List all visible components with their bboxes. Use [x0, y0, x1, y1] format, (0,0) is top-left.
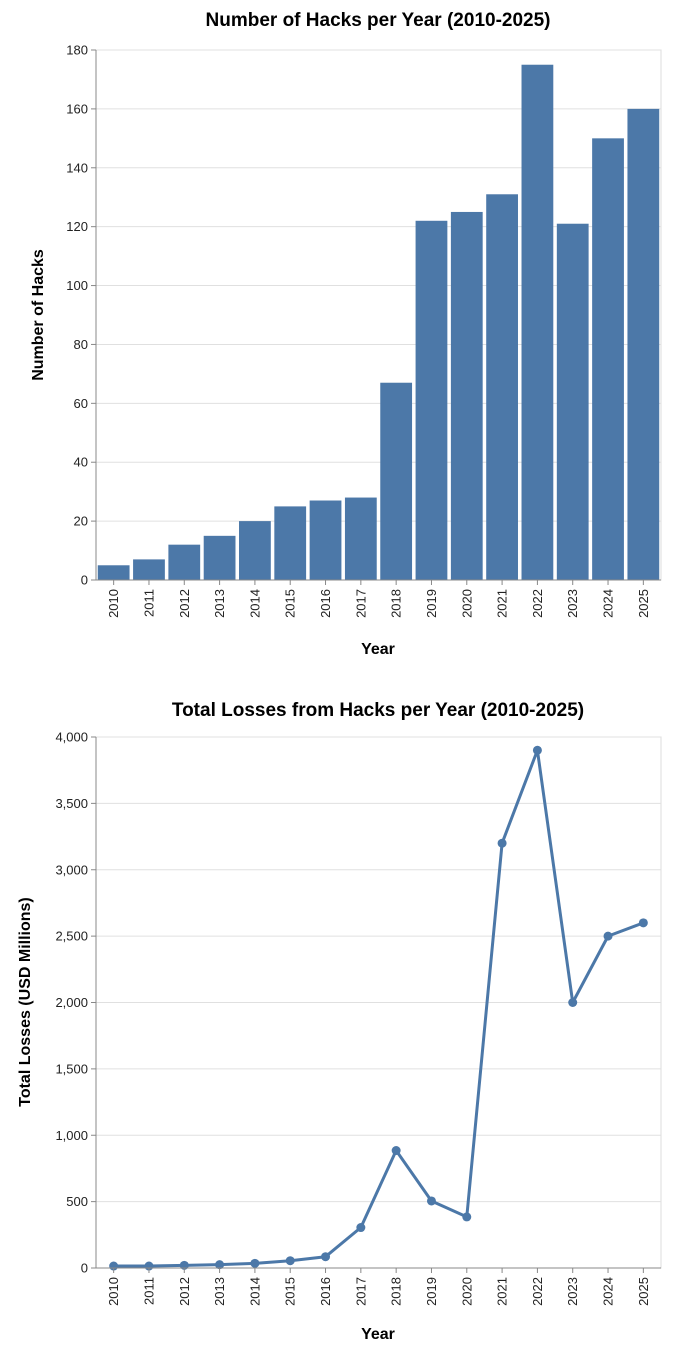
- line-chart-x-tick-label: 2024: [601, 1277, 616, 1306]
- losses-series-line: [113, 748, 644, 1268]
- bar-chart-x-tick-label: 2021: [495, 589, 510, 618]
- line-chart-x-tick-label: 2025: [636, 1277, 651, 1306]
- bar-2012: [168, 544, 201, 580]
- point-2016: [321, 1252, 331, 1262]
- line-chart-y-tick-label: 4,000: [55, 730, 88, 745]
- line-chart-y-tick-label: 1,000: [55, 1128, 88, 1143]
- line-chart-x-tick-label: 2011: [141, 1277, 156, 1305]
- bar-2014: [239, 521, 271, 580]
- bar-chart-x-tick-label: 2020: [459, 589, 474, 618]
- bar-chart-x-tick-label: 2017: [353, 589, 368, 618]
- bar-chart-x-tick-label: 2019: [424, 589, 439, 618]
- line-chart-x-tick-label: 2012: [177, 1277, 192, 1306]
- line-chart-x-tick-label: 2019: [424, 1277, 439, 1306]
- bar-2025: [627, 108, 660, 580]
- point-2021: [497, 838, 507, 848]
- line-chart-y-tick-label: 0: [81, 1261, 88, 1276]
- line-chart-y-tick-label: 500: [66, 1194, 88, 1209]
- bar-chart-y-axis-title: Number of Hacks: [30, 249, 47, 381]
- bar-2018: [380, 382, 413, 580]
- bar-chart-x-tick-label: 2013: [212, 589, 227, 618]
- bar-2023: [556, 223, 589, 580]
- line-chart-x-tick-label: 2017: [353, 1277, 368, 1306]
- line-chart-x-tick-label: 2013: [212, 1277, 227, 1306]
- bar-chart-x-tick-label: 2024: [601, 589, 616, 618]
- bar-chart-y-tick-label: 160: [66, 101, 88, 116]
- bar-chart-x-tick-label: 2012: [177, 589, 192, 618]
- bar-2015: [274, 506, 307, 580]
- point-2025: [638, 918, 648, 928]
- line-chart-y-tick-label: 3,500: [55, 796, 88, 811]
- bar-chart-y-tick-label: 40: [74, 455, 88, 470]
- bar-chart-x-tick-label: 2023: [565, 589, 580, 618]
- line-chart-x-tick-label: 2022: [530, 1277, 545, 1306]
- point-2015: [285, 1256, 295, 1266]
- bar-2024: [592, 138, 624, 581]
- line-chart-title: Total Losses from Hacks per Year (2010-2…: [172, 700, 584, 721]
- bar-chart-y-tick-label: 100: [66, 278, 88, 293]
- bar-2021: [486, 194, 518, 580]
- point-2017: [356, 1223, 366, 1233]
- bar-2011: [133, 559, 165, 580]
- point-2018: [391, 1146, 401, 1156]
- line-chart-y-tick-label: 1,500: [55, 1061, 88, 1076]
- line-chart-y-tick-label: 2,000: [55, 995, 88, 1010]
- hacks-per-year-bar-chart: Number of Hacks per Year (2010-2025) Num…: [30, 10, 662, 658]
- bar-chart-x-tick-label: 2015: [283, 589, 298, 618]
- bar-chart-title: Number of Hacks per Year (2010-2025): [206, 10, 551, 31]
- line-chart-x-tick-label: 2020: [459, 1277, 474, 1306]
- bar-2017: [344, 497, 377, 580]
- line-chart-x-tick-label: 2018: [389, 1277, 404, 1306]
- bar-chart-x-tick-label: 2016: [318, 589, 333, 618]
- bar-chart-x-tick-label: 2018: [389, 589, 404, 618]
- point-2022: [532, 745, 542, 755]
- bar-chart-x-axis-title: Year: [361, 641, 395, 658]
- line-chart-y-axis-title: Total Losses (USD Millions): [17, 897, 34, 1107]
- bar-2010: [97, 565, 130, 580]
- line-chart-x-tick-label: 2016: [318, 1277, 333, 1306]
- line-chart-x-tick-label: 2015: [283, 1277, 298, 1306]
- point-2020: [462, 1212, 472, 1222]
- bar-2022: [521, 64, 554, 580]
- bar-chart-x-tick-label: 2014: [247, 589, 262, 618]
- bar-chart-y-tick-label: 140: [66, 160, 88, 175]
- bar-2016: [309, 500, 342, 580]
- line-chart-x-tick-label: 2023: [565, 1277, 580, 1306]
- losses-per-year-line-chart: Total Losses from Hacks per Year (2010-2…: [17, 700, 662, 1343]
- line-chart-x-axis-title: Year: [361, 1326, 395, 1343]
- point-2023: [568, 998, 578, 1007]
- point-2019: [426, 1196, 436, 1206]
- bar-chart-y-tick-label: 120: [66, 219, 88, 234]
- point-2024: [603, 931, 613, 941]
- bar-chart-y-tick-label: 20: [74, 514, 88, 529]
- point-2013: [215, 1260, 225, 1270]
- line-chart-y-tick-label: 2,500: [55, 929, 88, 944]
- line-chart-x-tick-label: 2014: [247, 1277, 262, 1306]
- bar-chart-x-tick-label: 2011: [141, 589, 156, 617]
- line-chart-x-tick-label: 2010: [106, 1277, 121, 1306]
- point-2014: [250, 1258, 260, 1268]
- bar-chart-y-tick-label: 60: [74, 396, 88, 411]
- bar-chart-x-tick-label: 2010: [106, 589, 121, 618]
- bar-2013: [203, 535, 236, 580]
- bar-chart-y-tick-label: 180: [66, 43, 88, 58]
- line-chart-x-tick-label: 2021: [495, 1277, 510, 1306]
- bar-chart-x-tick-label: 2025: [636, 589, 651, 618]
- bar-2020: [450, 211, 483, 580]
- bar-chart-x-tick-label: 2022: [530, 589, 545, 618]
- line-chart-y-tick-label: 3,000: [55, 862, 88, 877]
- bar-chart-y-tick-label: 80: [74, 337, 88, 352]
- bar-2019: [415, 220, 448, 580]
- bar-chart-y-tick-label: 0: [81, 573, 88, 588]
